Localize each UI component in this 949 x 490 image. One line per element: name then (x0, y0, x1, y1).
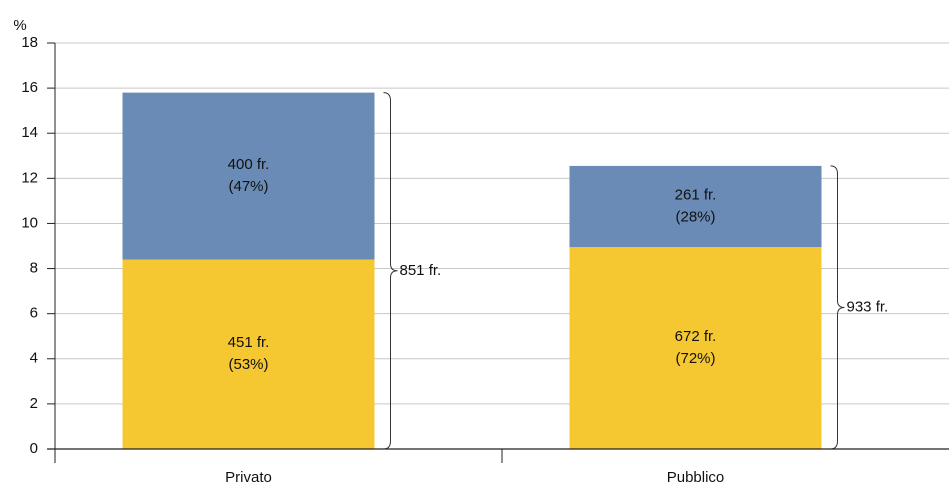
segment-amount: 261 fr. (675, 186, 717, 203)
y-tick-label: 16 (21, 79, 38, 96)
x-tick-label: Privato (225, 469, 272, 486)
y-unit: % (13, 17, 26, 34)
y-tick-label: 0 (30, 440, 38, 457)
y-tick-label: 14 (21, 124, 38, 141)
total-brace (383, 92, 398, 450)
bar-segment (122, 259, 375, 449)
segment-amount: 451 fr. (228, 334, 270, 351)
segment-amount: 672 fr. (675, 328, 717, 345)
y-tick-label: 10 (21, 214, 38, 231)
y-tick-label: 4 (30, 350, 38, 367)
total-brace (830, 165, 845, 450)
bar-segment (122, 92, 375, 260)
segment-share: (53%) (228, 356, 268, 373)
bar-segment (569, 165, 822, 248)
y-tick-label: 2 (30, 395, 38, 412)
total-label: 933 fr. (847, 298, 889, 315)
y-tick-label: 8 (30, 260, 38, 277)
segment-share: (28%) (675, 208, 715, 225)
segment-share: (72%) (675, 350, 715, 367)
bar-segment (569, 247, 822, 449)
segment-share: (47%) (228, 178, 268, 195)
y-tick-label: 12 (21, 169, 38, 186)
y-tick-label: 18 (21, 34, 38, 51)
total-label: 851 fr. (400, 262, 442, 279)
segment-amount: 400 fr. (228, 156, 270, 173)
x-tick-label: Pubblico (667, 469, 725, 486)
y-tick-label: 6 (30, 305, 38, 322)
